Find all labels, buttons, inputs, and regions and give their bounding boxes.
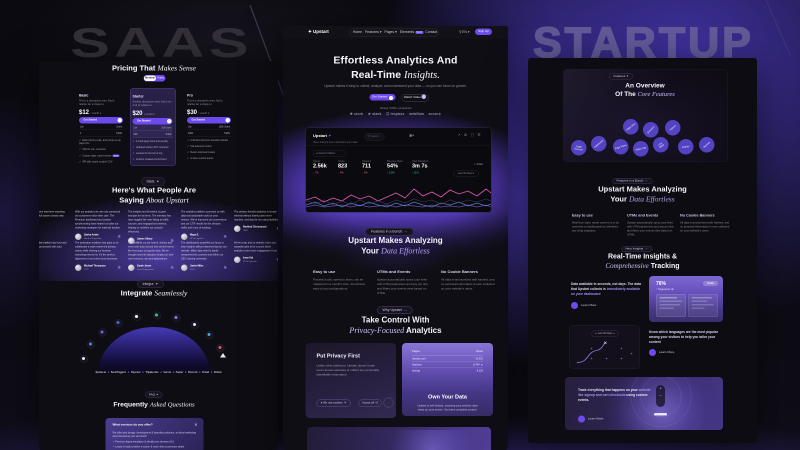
svg-text:✕: ✕ — [604, 341, 608, 346]
